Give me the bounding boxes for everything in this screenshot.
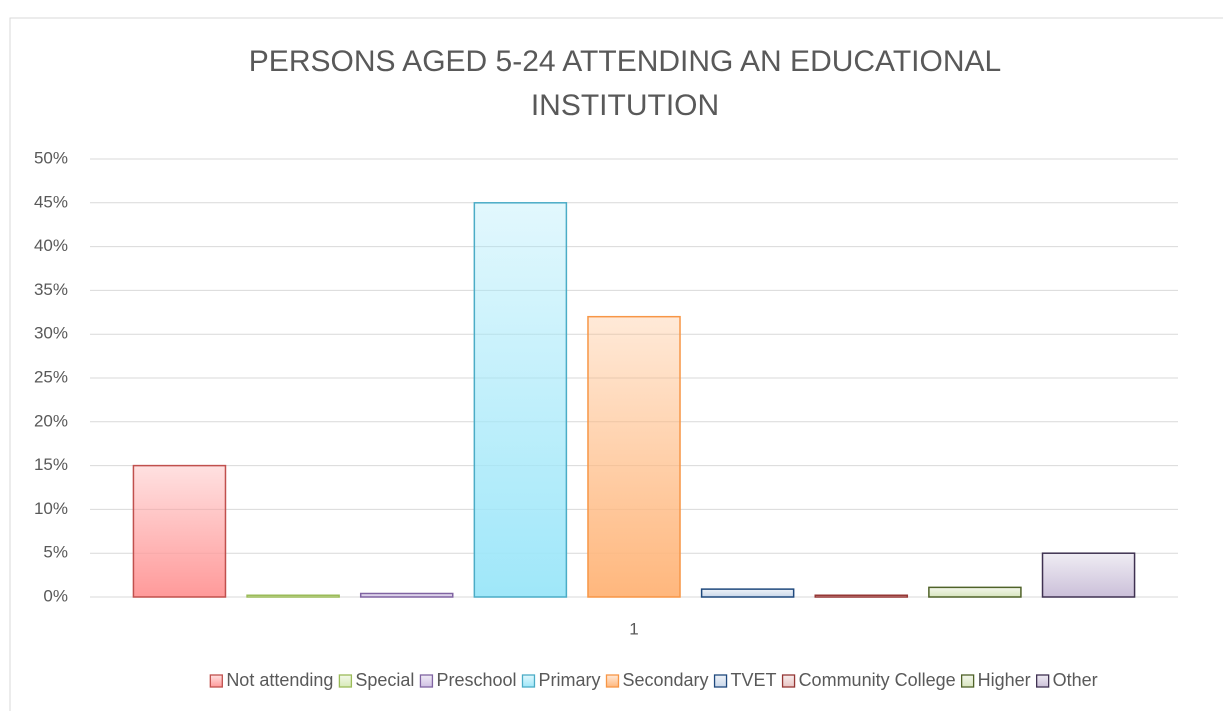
legend-swatch [521,674,536,688]
bar [132,464,227,598]
bar [814,594,909,598]
legend-swatch [605,674,620,688]
bar [928,586,1022,598]
legend-label: Preschool [436,670,516,690]
legend-label: Not attending [226,670,333,690]
bar [473,202,568,598]
y-tick-label: 25% [34,367,68,386]
legend-label: Primary [538,670,600,690]
legend-swatch [960,674,975,688]
legend: Not attending Special Preschool Primary Seco… [209,670,1098,690]
legend-swatch [1036,674,1050,688]
bar [359,592,454,598]
y-tick-label: 35% [34,280,68,299]
bar [587,315,681,598]
legend-label: Community College [799,670,956,690]
chart-frame [9,17,1223,711]
y-tick-label: 5% [43,543,68,562]
chart-title: PERSONS AGED 5-24 ATTENDING AN EDUCATION… [248,45,1002,122]
legend-swatch [781,674,796,688]
legend-swatch [338,674,353,688]
y-tick-label: 0% [43,586,68,605]
legend-label: Special [355,670,414,690]
x-tick-label: 1 [629,619,638,638]
legend-label: TVET [731,670,777,690]
bar [700,588,795,598]
y-tick-label: 20% [34,411,68,430]
bar [1041,552,1136,598]
y-tick-label: 50% [34,148,68,167]
legend-label: Other [1053,670,1098,690]
y-tick-label: 45% [34,192,68,211]
legend-swatch [209,674,223,688]
legend-swatch [419,674,434,688]
legend-swatch [713,674,728,688]
y-tick-label: 40% [34,236,68,255]
bar [246,594,340,598]
legend-label: Higher [978,670,1031,690]
legend-label: Secondary [622,670,708,690]
y-tick-label: 15% [34,455,68,474]
y-tick-label: 30% [34,324,68,343]
y-tick-label: 10% [34,499,68,518]
